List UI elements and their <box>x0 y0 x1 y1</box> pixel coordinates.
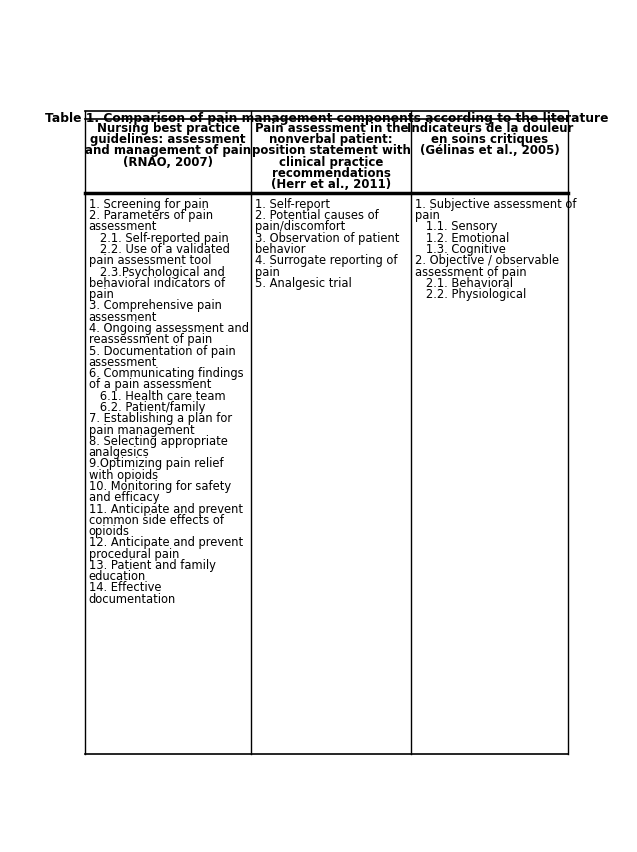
Text: 4. Ongoing assessment and: 4. Ongoing assessment and <box>89 322 248 335</box>
Text: 2. Parameters of pain: 2. Parameters of pain <box>89 209 213 222</box>
Text: pain assessment tool: pain assessment tool <box>89 254 211 268</box>
Text: 12. Anticipate and prevent: 12. Anticipate and prevent <box>89 537 243 550</box>
Text: 11. Anticipate and prevent: 11. Anticipate and prevent <box>89 503 243 515</box>
Text: 3. Observation of patient: 3. Observation of patient <box>255 232 400 245</box>
Text: behavioral indicators of: behavioral indicators of <box>89 277 225 290</box>
Text: 2.1. Behavioral: 2.1. Behavioral <box>415 277 513 290</box>
Text: clinical practice: clinical practice <box>279 156 383 169</box>
Text: and management of pain: and management of pain <box>85 144 251 158</box>
Text: with opioids: with opioids <box>89 469 157 481</box>
Text: education: education <box>89 570 146 584</box>
Text: Table 1. Comparison of pain management components according to the literature: Table 1. Comparison of pain management c… <box>45 112 608 125</box>
Text: procedural pain: procedural pain <box>89 548 179 561</box>
Text: pain management: pain management <box>89 423 194 436</box>
Text: Nursing best practice: Nursing best practice <box>97 122 240 135</box>
Text: (RNAO, 2007): (RNAO, 2007) <box>123 156 213 169</box>
Text: reassessment of pain: reassessment of pain <box>89 333 211 346</box>
Text: (Herr et al., 2011): (Herr et al., 2011) <box>271 178 391 191</box>
Text: 9.Optimizing pain relief: 9.Optimizing pain relief <box>89 458 223 470</box>
Text: 13. Patient and family: 13. Patient and family <box>89 559 215 572</box>
Text: 6. Communicating findings: 6. Communicating findings <box>89 367 243 380</box>
Text: recommendations: recommendations <box>272 167 390 180</box>
Text: assessment: assessment <box>89 356 157 369</box>
Text: 2.1. Self-reported pain: 2.1. Self-reported pain <box>89 232 228 245</box>
Text: 14. Effective: 14. Effective <box>89 582 161 595</box>
Text: (Gélinas et al., 2005): (Gélinas et al., 2005) <box>420 144 560 158</box>
Text: 1. Screening for pain: 1. Screening for pain <box>89 198 208 210</box>
Text: assessment: assessment <box>89 221 157 233</box>
Text: 4. Surrogate reporting of: 4. Surrogate reporting of <box>255 254 398 268</box>
Text: guidelines: assessment: guidelines: assessment <box>90 133 246 146</box>
Text: 10. Monitoring for safety: 10. Monitoring for safety <box>89 480 231 493</box>
Text: pain: pain <box>89 288 113 301</box>
Text: Indicateurs de la douleur: Indicateurs de la douleur <box>406 122 573 135</box>
Text: en soins critiques: en soins critiques <box>431 133 548 146</box>
Text: pain: pain <box>415 209 440 222</box>
Text: 1.1. Sensory: 1.1. Sensory <box>415 221 497 233</box>
Text: analgesics: analgesics <box>89 446 149 459</box>
Text: 2.2. Physiological: 2.2. Physiological <box>415 288 526 301</box>
Text: common side effects of: common side effects of <box>89 514 224 527</box>
Text: pain: pain <box>255 266 280 279</box>
Text: 2. Objective / observable: 2. Objective / observable <box>415 254 559 268</box>
Text: 1. Subjective assessment of: 1. Subjective assessment of <box>415 198 576 210</box>
Text: assessment of pain: assessment of pain <box>415 266 527 279</box>
Text: 1. Self-report: 1. Self-report <box>255 198 331 210</box>
Text: documentation: documentation <box>89 593 176 606</box>
Text: 2.2. Use of a validated: 2.2. Use of a validated <box>89 243 229 256</box>
Text: 3. Comprehensive pain: 3. Comprehensive pain <box>89 299 222 313</box>
Text: 6.1. Health care team: 6.1. Health care team <box>89 389 225 403</box>
Text: position statement with: position statement with <box>252 144 411 158</box>
Text: 6.2. Patient/family: 6.2. Patient/family <box>89 401 205 414</box>
Text: nonverbal patient:: nonverbal patient: <box>269 133 393 146</box>
Text: opioids: opioids <box>89 525 129 538</box>
Text: assessment: assessment <box>89 311 157 324</box>
Text: 8. Selecting appropriate: 8. Selecting appropriate <box>89 435 227 448</box>
Text: 1.3. Cognitive: 1.3. Cognitive <box>415 243 506 256</box>
Text: and efficacy: and efficacy <box>89 492 159 504</box>
Text: pain/discomfort: pain/discomfort <box>255 221 346 233</box>
Text: Pain assessment in the: Pain assessment in the <box>255 122 408 135</box>
Text: 2. Potential causes of: 2. Potential causes of <box>255 209 379 222</box>
Text: of a pain assessment: of a pain assessment <box>89 378 211 391</box>
Text: 5. Analgesic trial: 5. Analgesic trial <box>255 277 352 290</box>
Text: 5. Documentation of pain: 5. Documentation of pain <box>89 344 235 358</box>
Text: behavior: behavior <box>255 243 306 256</box>
Text: 2.3.Psychological and: 2.3.Psychological and <box>89 266 224 279</box>
Text: 7. Establishing a plan for: 7. Establishing a plan for <box>89 412 232 425</box>
Text: 1.2. Emotional: 1.2. Emotional <box>415 232 510 245</box>
